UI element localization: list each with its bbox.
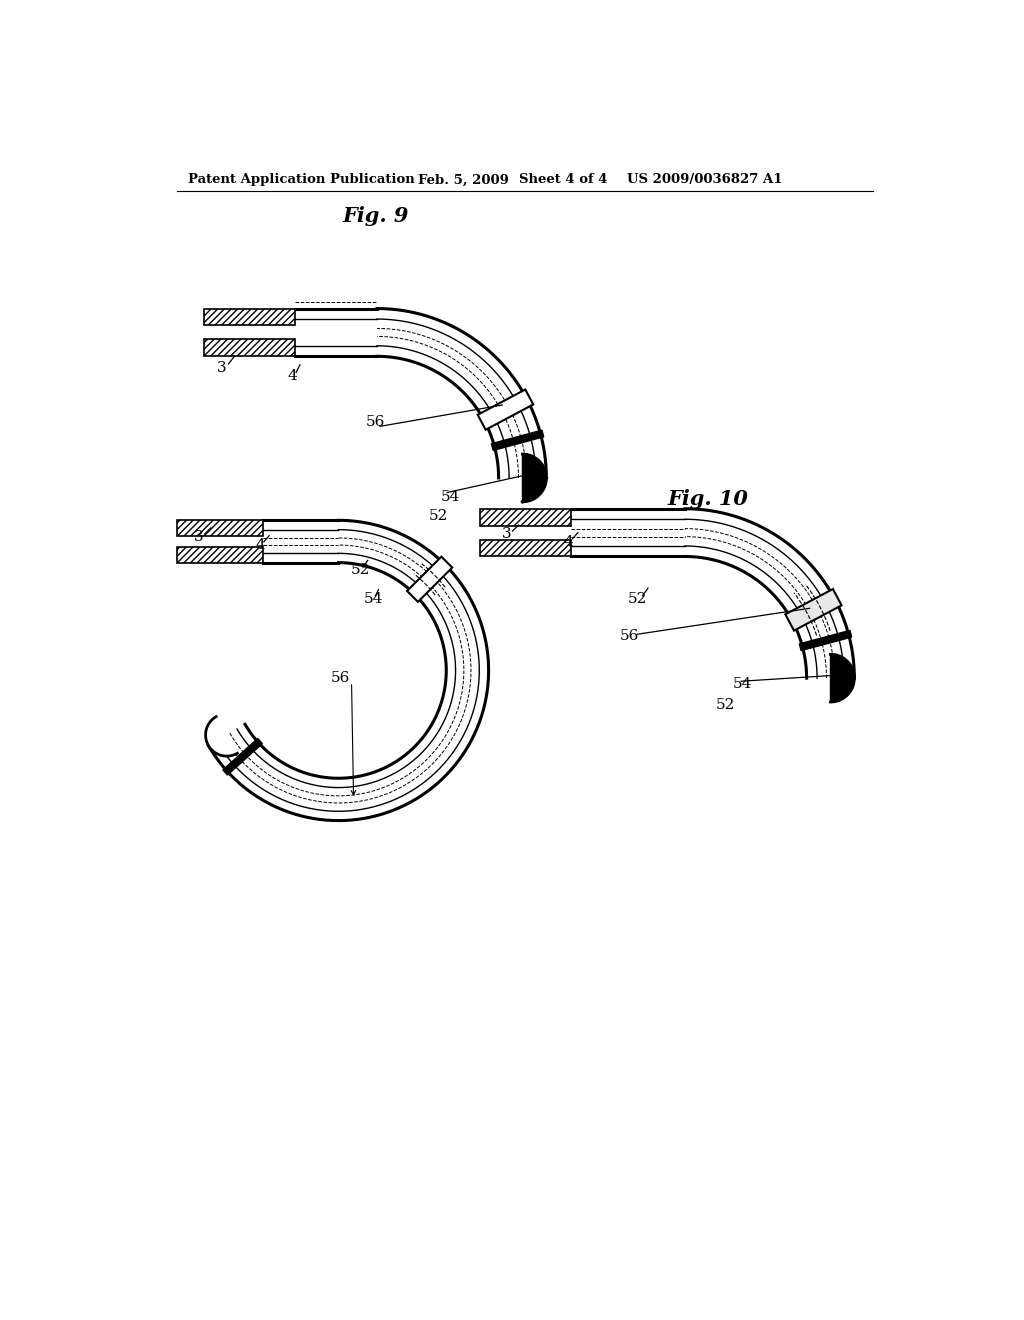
Polygon shape (377, 309, 547, 478)
Polygon shape (408, 557, 453, 602)
Text: 56: 56 (331, 671, 349, 685)
Polygon shape (830, 655, 854, 702)
Bar (177, 548, 263, 562)
Polygon shape (492, 430, 544, 450)
Text: US 2009/0036827 A1: US 2009/0036827 A1 (628, 173, 782, 186)
Text: Fig. 10: Fig. 10 (668, 488, 749, 508)
Text: 54: 54 (733, 677, 753, 690)
Text: 52: 52 (716, 698, 734, 711)
Text: 56: 56 (620, 628, 639, 643)
Text: 56: 56 (366, 414, 385, 429)
Polygon shape (223, 738, 262, 775)
Text: 4: 4 (255, 539, 265, 552)
Text: 52: 52 (350, 564, 370, 577)
Bar (204, 309, 295, 326)
Text: 54: 54 (364, 591, 383, 606)
Polygon shape (685, 508, 854, 678)
Text: 52: 52 (628, 591, 647, 606)
Text: Patent Application Publication: Patent Application Publication (188, 173, 415, 186)
Text: 4: 4 (563, 535, 572, 549)
Text: 4: 4 (288, 368, 297, 383)
Bar (177, 520, 263, 536)
Text: 3: 3 (194, 531, 203, 544)
Text: 52: 52 (429, 510, 449, 524)
Text: 54: 54 (440, 490, 460, 504)
Bar (480, 508, 571, 525)
Polygon shape (209, 520, 488, 821)
Text: Fig. 9: Fig. 9 (342, 206, 409, 226)
Polygon shape (477, 389, 534, 430)
Polygon shape (785, 589, 842, 631)
Bar (480, 540, 571, 557)
Polygon shape (800, 631, 852, 651)
Bar (204, 339, 295, 356)
Text: Fig. 8: Fig. 8 (289, 543, 354, 562)
Polygon shape (522, 454, 547, 502)
Polygon shape (206, 717, 238, 756)
Text: 3: 3 (502, 527, 511, 541)
Text: 3: 3 (217, 360, 226, 375)
Text: Feb. 5, 2009: Feb. 5, 2009 (418, 173, 509, 186)
Text: Sheet 4 of 4: Sheet 4 of 4 (519, 173, 608, 186)
